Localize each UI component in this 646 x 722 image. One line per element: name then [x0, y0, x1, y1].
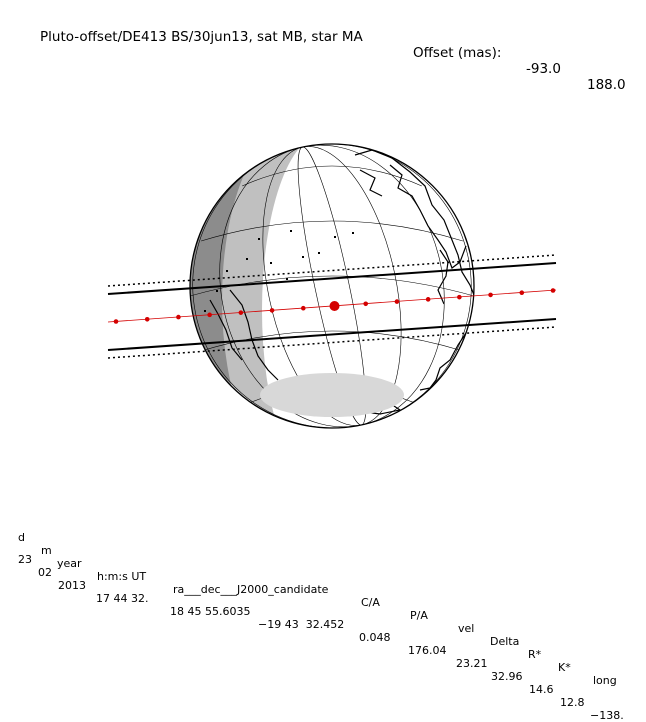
island-dot	[286, 278, 288, 280]
coastline	[209, 299, 243, 361]
island-dot	[226, 270, 228, 272]
track-point	[425, 297, 431, 302]
title-label: Pluto-offset/DE413 BS/30jun13, sat MB, s…	[40, 29, 363, 45]
coastline	[389, 164, 467, 269]
val-rstar: 14.6	[529, 683, 554, 696]
antarctic-shading	[260, 373, 404, 417]
parallel-line	[200, 220, 464, 242]
track-point	[300, 305, 306, 311]
island-dot	[258, 238, 260, 240]
track-point	[550, 288, 556, 293]
offset-y-value: 188.0	[587, 77, 626, 93]
island-dot	[302, 256, 304, 258]
val-d: 23	[18, 553, 32, 566]
val-delta: 32.96	[491, 670, 523, 683]
col-d: d	[18, 531, 25, 544]
island-dot	[290, 230, 292, 232]
val-year: 2013	[58, 579, 86, 592]
col-vel: vel	[458, 622, 475, 635]
island-dot	[204, 310, 206, 312]
col-m: m	[41, 544, 52, 557]
val-long: −138.	[590, 709, 624, 722]
track-point	[113, 319, 119, 324]
offset-x-value: -93.0	[526, 61, 561, 77]
track-point	[457, 294, 462, 300]
col-delta: Delta	[490, 635, 520, 648]
val-pa: 176.04	[408, 644, 447, 657]
col-year: year	[57, 557, 82, 570]
col-time: h:m:s UT	[97, 570, 147, 583]
val-kstar: 12.8	[560, 696, 585, 709]
val-ra: 18 45 55.6035	[170, 605, 251, 618]
coastline	[437, 249, 449, 305]
val-time: 17 44 32.	[96, 592, 149, 605]
col-long: long	[593, 674, 617, 687]
col-ca: C/A	[361, 596, 380, 609]
island-dot	[352, 232, 354, 234]
col-radec: ra___dec___J2000_candidate	[173, 583, 329, 596]
track-point	[363, 301, 369, 307]
earth-globe	[189, 143, 475, 429]
track-point	[269, 308, 275, 313]
island-dot	[318, 252, 320, 254]
track-point	[176, 314, 181, 320]
globe-outline	[189, 143, 475, 429]
central-track-points	[113, 288, 556, 324]
track-point	[238, 310, 244, 315]
coastline	[354, 149, 474, 391]
island-dot	[246, 258, 248, 260]
col-pa: P/A	[410, 609, 428, 622]
parallel-line	[242, 165, 422, 187]
parallel-line	[190, 275, 474, 297]
island-dot	[216, 290, 218, 292]
offset-label: Offset (mas):	[413, 45, 502, 61]
plot-title: Pluto-offset/DE413 BS/30jun13, sat MB, s…	[40, 13, 626, 93]
col-kstar: K*	[558, 661, 571, 674]
table-row: 23 02 2013 17 44 32. 18 45 55.6035 −19 4…	[0, 540, 624, 722]
coastline	[359, 169, 383, 197]
val-ca: 0.048	[359, 631, 391, 644]
central-time-marker	[329, 301, 340, 311]
col-rstar: R*	[528, 648, 542, 661]
track-point	[488, 292, 493, 298]
south-limit-line	[107, 318, 557, 351]
north-limit-line	[107, 262, 557, 295]
val-dec: −19 43 32.452	[258, 618, 345, 631]
val-vel: 23.21	[456, 657, 488, 670]
track-point	[394, 299, 400, 304]
track-point	[207, 312, 212, 318]
occultation-map	[107, 143, 557, 429]
track-point	[144, 316, 150, 322]
island-dot	[334, 236, 336, 238]
track-point	[519, 290, 525, 296]
island-dot	[270, 262, 272, 264]
